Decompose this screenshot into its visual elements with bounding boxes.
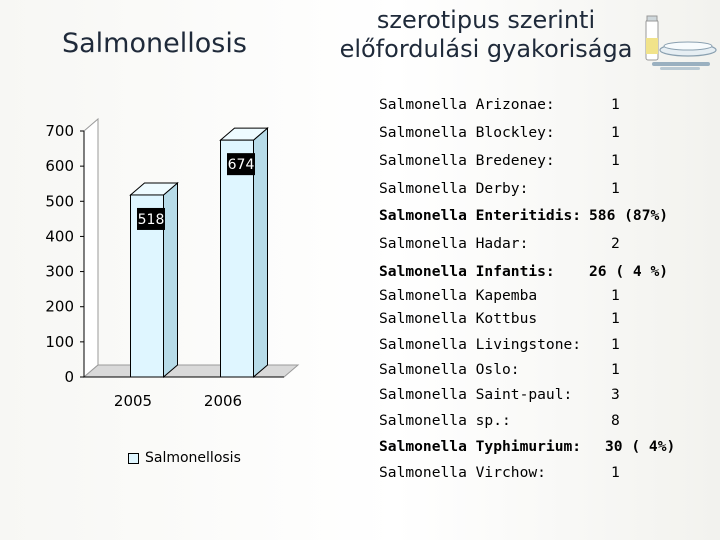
data-label: 518 (138, 212, 165, 228)
serotype-count: 1 (611, 287, 620, 304)
serotype-row: Salmonella Hadar: 2 (379, 235, 620, 252)
serotype-row: Salmonella Typhimurium: 30 ( 4%) (379, 438, 675, 455)
serotype-count: 1 (611, 464, 620, 481)
serotype-name: Salmonella Bredeney: (379, 152, 555, 169)
serotype-name: Salmonella Blockley: (379, 124, 555, 141)
serotype-count: 8 (611, 412, 620, 429)
bar (220, 139, 254, 378)
serotype-name: Salmonella Kapemba (379, 287, 538, 304)
bar-side (163, 181, 178, 379)
serotype-count: 1 (611, 310, 620, 327)
serotype-count: 1 (611, 180, 620, 197)
y-tick-label: 700 (45, 122, 74, 140)
subtitle: szerotipus szerinti előfordulási gyakori… (326, 6, 646, 64)
serotype-count: 1 (611, 124, 620, 141)
legend-label: Salmonellosis (145, 450, 241, 466)
serotype-name: Salmonella Enteritidis: (379, 207, 582, 224)
y-tick-label: 100 (45, 333, 74, 351)
serotype-name: Salmonella Oslo: (379, 361, 520, 378)
serotype-count: 1 (611, 361, 620, 378)
chart-legend: Salmonellosis (128, 450, 241, 466)
serotype-row: Salmonella Virchow: 1 (379, 464, 620, 481)
serotype-name: Salmonella Kottbus (379, 310, 538, 327)
serotype-name: Salmonella Livingstone: (379, 336, 582, 353)
legend-swatch (128, 452, 139, 464)
serotype-count: 1 (611, 96, 620, 113)
data-label-box (137, 207, 165, 230)
y-tick-label: 300 (45, 263, 74, 281)
serotype-name: Salmonella Virchow: (379, 464, 546, 481)
y-tick-label: 500 (45, 192, 74, 210)
serotype-row: Salmonella Oslo: 1 (379, 361, 620, 378)
serotype-row: Salmonella Saint-paul: 3 (379, 386, 620, 403)
data-label-box (227, 153, 255, 176)
serotype-row: Salmonella Derby: 1 (379, 180, 620, 197)
y-tick-label: 400 (45, 227, 74, 245)
serotype-row: Salmonella Arizonae: 1 (379, 96, 620, 113)
page-title: Salmonellosis (62, 28, 247, 59)
serotype-name: Salmonella Infantis: (379, 263, 555, 280)
subtitle-line-2: előfordulási gyakorisága (339, 35, 633, 63)
subtitle-line-1: szerotipus szerinti (376, 6, 596, 34)
y-tick-label: 600 (45, 157, 74, 175)
serotype-row: Salmonella Bredeney: 1 (379, 152, 620, 169)
y-tick-label: 0 (64, 368, 74, 386)
serotype-count: 586 (87%) (589, 207, 669, 224)
serotype-row: Salmonella Kapemba 1 (379, 287, 620, 304)
serotype-count: 1 (611, 152, 620, 169)
serotype-count: 1 (611, 336, 620, 353)
serotype-row: Salmonella Kottbus 1 (379, 310, 620, 327)
bar-chart: 0 100 200 300 400 500 600 700 518 2005 674 2006 (45, 117, 300, 410)
serotype-name: Salmonella Arizonae: (379, 96, 555, 113)
x-tick-label: 2006 (204, 392, 242, 410)
serotype-name: Salmonella Derby: (379, 180, 529, 197)
serotype-row: Salmonella Enteritidis: 586 (87%) (379, 207, 668, 224)
serotype-name: Salmonella sp.: (379, 412, 511, 429)
serotype-count: 2 (611, 235, 620, 252)
serotype-name: Salmonella Saint-paul: (379, 386, 573, 403)
bar-side (253, 127, 268, 379)
serotype-row: Salmonella sp.: 8 (379, 412, 620, 429)
data-label: 674 (228, 157, 255, 173)
serotype-count: 30 ( 4%) (605, 438, 676, 455)
y-tick-label: 200 (45, 298, 74, 316)
serotype-name: Salmonella Hadar: (379, 235, 529, 252)
serotype-row: Salmonella Livingstone: 1 (379, 336, 620, 353)
serotype-name: Salmonella Typhimurium: (379, 438, 582, 455)
x-tick-label: 2005 (114, 392, 152, 410)
serotype-row: Salmonella Infantis: 26 ( 4 %) (379, 263, 668, 280)
lab-equipment-icon (645, 15, 717, 70)
chart-side-wall (83, 117, 99, 379)
serotype-count: 26 ( 4 %) (589, 263, 669, 280)
serotype-row: Salmonella Blockley: 1 (379, 124, 620, 141)
serotype-count: 3 (611, 386, 620, 403)
